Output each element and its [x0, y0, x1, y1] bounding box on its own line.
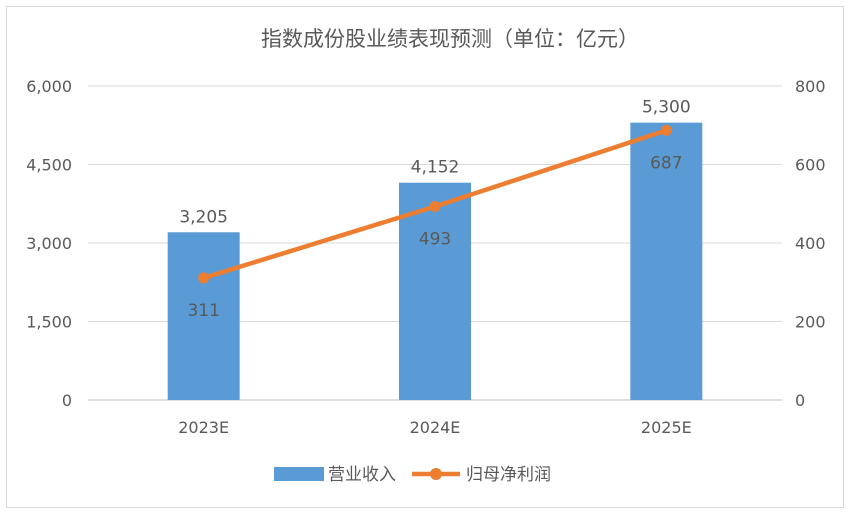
chart-frame: [6, 6, 844, 508]
line-point: [660, 124, 672, 136]
right-axis-tick: 200: [795, 313, 826, 332]
x-axis-tick: 2024E: [410, 418, 461, 437]
right-axis-tick: 0: [795, 391, 805, 410]
right-axis-tick: 800: [795, 77, 826, 96]
chart-title: 指数成份股业绩表现预测（单位：亿元）: [261, 27, 639, 51]
line-data-label: 311: [187, 301, 219, 321]
bar-data-label: 4,152: [411, 158, 460, 178]
left-axis-tick: 0: [62, 391, 72, 410]
legend-label: 营业收入: [328, 465, 396, 485]
right-axis-tick: 400: [795, 234, 826, 253]
bar: [399, 182, 471, 400]
left-axis-tick: 3,000: [26, 234, 72, 253]
bar: [630, 122, 703, 400]
bar: [167, 232, 240, 400]
legend-label: 归母净利润: [466, 465, 551, 485]
x-axis-tick: 2023E: [178, 418, 229, 437]
line-data-label: 687: [650, 153, 682, 173]
line-data-label: 493: [419, 229, 451, 249]
legend-bar-swatch: [274, 467, 324, 481]
bar-data-label: 3,205: [179, 207, 228, 227]
bar-data-label: 5,300: [642, 98, 691, 118]
line-point: [198, 272, 210, 284]
left-axis-tick: 6,000: [26, 77, 72, 96]
right-axis-tick: 600: [795, 156, 826, 175]
x-axis-tick: 2025E: [641, 418, 692, 437]
line-point: [429, 200, 441, 212]
legend-line-marker: [430, 468, 442, 480]
left-axis-tick: 4,500: [26, 156, 72, 175]
left-axis-tick: 1,500: [26, 313, 72, 332]
